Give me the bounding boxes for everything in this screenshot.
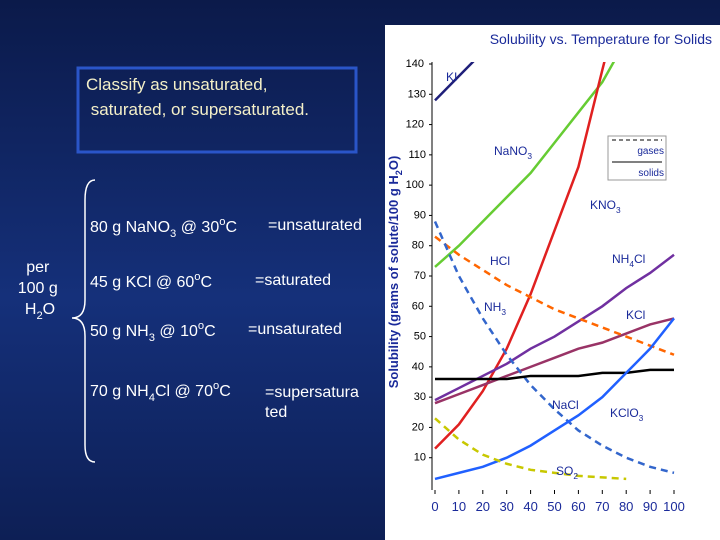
legend-label: solids <box>638 168 664 179</box>
x-tick-label: 10 <box>452 499 466 514</box>
series-label: KI <box>446 70 457 84</box>
series-label: KCl <box>626 308 645 322</box>
problem-answer: =unsaturated <box>268 217 362 234</box>
y-tick-label: 80 <box>412 240 424 252</box>
y-tick-label: 120 <box>406 118 424 130</box>
problem-answer: =supersaturated <box>265 384 359 421</box>
instruction: Classify as unsaturated, saturated, or s… <box>86 75 309 119</box>
series-label: HCl <box>490 254 510 268</box>
y-tick-label: 10 <box>414 452 426 464</box>
series-line <box>434 317 675 405</box>
y-tick-label: 60 <box>412 300 424 312</box>
y-tick-label: 110 <box>408 149 426 161</box>
x-tick-label: 80 <box>619 499 633 514</box>
y-tick-label: 30 <box>414 391 426 403</box>
x-tick-label: 90 <box>643 499 657 514</box>
problem-answer: =unsaturated <box>248 321 342 338</box>
y-tick-label: 90 <box>414 209 426 221</box>
y-tick-label: 70 <box>414 270 426 282</box>
series-line <box>434 317 675 481</box>
series-line <box>434 62 616 268</box>
x-tick-label: 20 <box>476 499 490 514</box>
y-axis-label: Solubility (grams of solute/100 g H2O) <box>386 156 404 389</box>
x-tick-label: 30 <box>499 499 513 514</box>
y-tick-label: 50 <box>414 330 426 342</box>
problem-answer: =saturated <box>255 272 331 289</box>
series-label: NH4Cl <box>612 252 645 269</box>
problem-given: 70 g NH4Cl @ 70oC <box>90 380 231 404</box>
x-tick-label: 50 <box>547 499 561 514</box>
plot-lines <box>433 62 675 481</box>
unit-note: per 100 g H2O <box>18 259 62 322</box>
brace <box>71 179 96 463</box>
problem-given: 45 g KCl @ 60oC <box>90 271 212 291</box>
y-tick-label: 40 <box>412 361 424 373</box>
instruction-box <box>76 66 358 154</box>
y-tick-label: 130 <box>408 88 426 100</box>
y-tick-label: 20 <box>412 421 424 433</box>
series-label: KClO3 <box>610 406 644 423</box>
series-line <box>434 62 475 102</box>
series-line <box>434 417 627 481</box>
legend-label: gases <box>637 146 664 157</box>
series-label: NH3 <box>484 300 506 317</box>
problem-given: 50 g NH3 @ 10oC <box>90 320 216 344</box>
x-tick-label: 60 <box>571 499 585 514</box>
series-line <box>434 62 606 450</box>
y-tick-label: 140 <box>406 58 424 70</box>
series-label: SO2 <box>556 464 578 481</box>
problem-given: 80 g NaNO3 @ 30oC <box>90 216 237 240</box>
legend-box <box>607 135 667 181</box>
chart-title: Solubility vs. Temperature for Solids <box>490 31 712 47</box>
chart-background <box>385 25 720 540</box>
x-tick-label: 70 <box>595 499 609 514</box>
x-tick-label: 100 <box>663 499 685 514</box>
series-line <box>434 235 675 356</box>
series-label: KNO3 <box>590 198 621 215</box>
series-label: NaNO3 <box>494 144 532 161</box>
series-line <box>435 368 674 381</box>
x-tick-label: 40 <box>523 499 537 514</box>
y-tick-label: 100 <box>406 179 424 191</box>
x-tick-label: 0 <box>431 499 438 514</box>
series-label: NaCl <box>552 398 579 412</box>
